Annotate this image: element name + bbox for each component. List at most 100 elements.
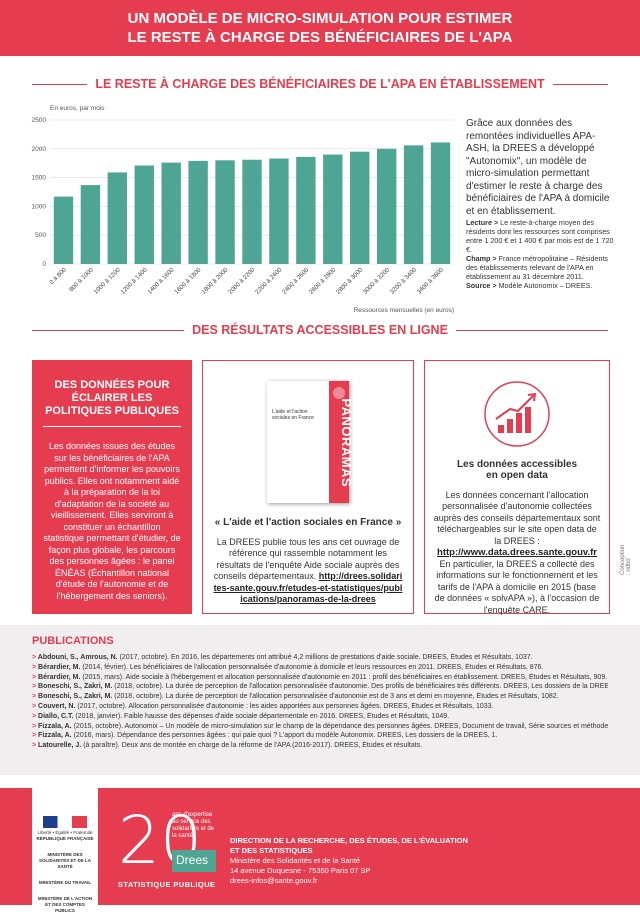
box-text: Les données issues des études sur les bé… [43,441,181,601]
note: Source > Modèle Autonomix – DREES. [466,281,616,290]
bar [134,165,154,264]
x-tick-label: 2200 à 2400 [254,266,284,296]
brand: Drees [172,850,216,872]
direction: DIRECTION DE LA RECHERCHE, DES ÉTUDES, D… [230,836,468,855]
note: Champ > France métropolitaine – Résident… [466,254,616,281]
publication-author: Boneschi, S., Zakri, M. [38,693,113,701]
x-axis-label: Ressources mensuelles (en euros) [354,307,454,314]
publication-author: Bérardier, M. [38,673,81,681]
publication: Boneschi, S., Zakri, M. (2018, octobre).… [32,692,608,702]
publication: Fizzala, A. (2016, mars). Dépendance des… [32,731,608,741]
bar [161,162,181,264]
ministry: MINISTÈRE DE L'ACTION ET DES COMPTES PUB… [37,896,93,913]
x-tick-label: 2400 à 2600 [281,266,311,296]
y-tick-label: 2500 [32,117,47,124]
note-label: Lecture > [466,218,499,227]
y-tick-label: 1000 [32,203,47,210]
title-line: UN MODÈLE DE MICRO-SIMULATION POUR ESTIM… [127,10,513,27]
publications-title: PUBLICATIONS [32,635,114,647]
results-title: DES RÉSULTATS ACCESSIBLES EN LIGNE [184,323,456,337]
publication-author: Fizzala, A. [38,722,72,730]
x-tick-label: 2000 à 2200 [227,266,257,296]
bar [80,185,101,264]
bar [53,196,74,264]
publication-text: (2017, octobre). En 2016, les départemen… [119,654,533,661]
box: Les données accessibles en open data Les… [424,360,610,615]
box: L'aide et l'action sociales en France PA… [202,360,414,614]
x-tick-label: 1400 à 1600 [146,266,176,296]
publication: Abdouni, S., Amrous, N. (2017, octobre).… [32,653,608,663]
publication: Fizzala, A. (2015, octobre). Autonomix –… [32,722,608,732]
intro: Grâce aux données des remontées individu… [466,118,610,217]
box-text: Les données concernant l'allocation pers… [433,489,601,546]
box-title: Les données accessibles en open data [456,458,578,482]
email: drees-infos@sante.gouv.fr [230,876,318,885]
bar [269,158,289,264]
x-tick-label: 3400 à 3600 [416,266,446,296]
y-tick-label: 2000 [32,146,47,153]
motto: Liberté • Égalité • Fraternité [37,830,93,835]
cover-title: L'aide et l'action sociales en France [272,409,314,421]
ministry-name: Ministère des Solidarités et de la Santé [230,856,361,865]
x-tick-label: 800 à 1000 [68,266,95,293]
bar [107,172,128,264]
x-tick-label: 0 à 800 [48,266,68,286]
bar [323,154,343,264]
logo: Liberté • Égalité • Fraternité RÉPUBLIQU… [32,788,98,913]
publication: Couvert, N. (2017, octobre). Allocation … [32,702,608,712]
x-tick-label: 3000 à 3200 [362,266,392,296]
bar [376,148,397,264]
note-text: Modèle Autonomix – DREES. [498,281,593,290]
publication-text: (2018, octobre). La durée de perception … [114,693,559,701]
note-text: France métropolitaine – Résidents des ét… [466,254,609,281]
bar [430,142,451,264]
x-tick-label: 1000 à 1200 [92,266,122,296]
notes: Lecture > Le reste-à-charge moyen des ré… [466,218,616,290]
publication-author: Abdouni, S., Amrous, N. [37,654,118,661]
note-text: Le reste-à-charge moyen des résidents do… [466,218,614,254]
brand-sub: STATISTIQUE PUBLIQUE [118,880,216,889]
link[interactable]: http://drees.solidarites-sante.gouv.fr/e… [213,571,403,604]
box-text: En particulier, la DREES a collecté des … [434,558,600,615]
bar [296,156,316,264]
publication-author: Fizzala, A. [38,732,72,740]
publication-author: Diallo, C.T. [38,712,74,720]
x-tick-label: 2800 à 3000 [335,266,365,296]
title-line: LE RESTE À CHARGE DES BÉNÉFICIAIRES DE L… [127,29,513,46]
y-tick-label: 500 [35,232,46,239]
chart: En euros, par mois 0 500 1000 1500 2000 2500 0 … [32,105,454,314]
publication: Boneschi, S., Zakri, M. (2018, octobre).… [32,682,608,692]
x-tick-label: 1800 à 2000 [200,266,230,296]
publications: PUBLICATIONS Abdouni, S., Amrous, N. (20… [0,625,640,775]
chart-title: LE RESTE À CHARGE DES BÉNÉFICIAIRES DE L… [87,77,553,91]
publication-author: Latourelle, J. [38,742,82,750]
address-block: DIRECTION DE LA RECHERCHE, DES ÉTUDES, D… [230,836,470,886]
publication-author: Boneschi, S., Zakri, M. [38,683,113,691]
address: 14 avenue Duquesne - 75350 Paris 07 SP [230,866,371,875]
publication-text: (2015, octobre). Autonomix – Un modèle d… [73,722,608,730]
x-tick-label: 3200 à 3400 [389,266,419,296]
header: UN MODÈLE DE MICRO-SIMULATION POUR ESTIM… [0,0,640,56]
section-title: DES RÉSULTATS ACCESSIBLES EN LIGNE [0,323,640,337]
publication-text: (2018, octobre). La durée de perception … [114,683,608,691]
publication-list: Abdouni, S., Amrous, N. (2017, octobre).… [32,653,608,751]
publication-text: (2015, mars). Aide sociale à l'hébergeme… [82,673,608,681]
box-title: DES DONNÉES POUR ÉCLAIRER LES POLITIQUES… [43,379,181,427]
box-text: La DREES publie tous les ans cet ouvrage… [213,536,400,582]
x-tick-label: 1600 à 1800 [173,266,203,296]
box: DES DONNÉES POUR ÉCLAIRER LES POLITIQUES… [32,360,192,614]
box-title: « L'aide et l'action sociales en France … [214,517,402,528]
ministry: MINISTÈRE DU TRAVAIL [38,880,92,885]
ministry: MINISTÈRE DES SOLIDARITÉS ET DE LA SANTÉ [38,852,91,869]
publication-author: Couvert, N. [38,702,76,710]
publication-text: (2016, mars). Dépendance des personnes â… [73,732,498,740]
note-label: Source > [466,281,497,290]
publication: Diallo, C.T. (2018, janvier). Faible hau… [32,712,608,722]
bar [350,151,370,264]
bar [242,159,262,264]
publication-text: (2017, octobre). Allocation personnalisé… [77,702,494,710]
bar [188,160,208,264]
y-tick-label: 1500 [32,175,47,182]
link[interactable]: http://www.data.drees.sante.gouv.fr [437,547,597,558]
bar [215,160,235,264]
